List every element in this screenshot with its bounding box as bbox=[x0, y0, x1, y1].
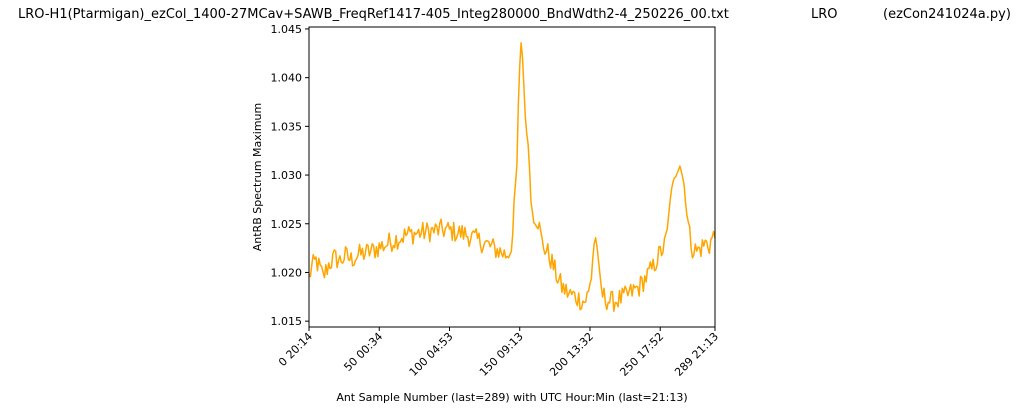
x-tick-label: 289 21:13 bbox=[672, 330, 721, 379]
x-tick-label: 0 20:14 bbox=[276, 330, 315, 369]
x-tick-label: 100 04:53 bbox=[407, 330, 456, 379]
y-axis: 1.015 1.020 1.025 1.030 1.035 1.040 1.045 bbox=[271, 23, 309, 328]
x-tick-label: 200 13:32 bbox=[547, 330, 596, 379]
x-tick-label: 250 17:52 bbox=[617, 330, 666, 379]
x-tick-label: 50 00:34 bbox=[341, 330, 385, 374]
y-tick-label: 1.045 bbox=[271, 23, 303, 36]
chart-title-right: (ezCon241024a.py) bbox=[883, 7, 1011, 22]
chart-title: LRO-H1(Ptarmigan)_ezCol_1400-27MCav+SAWB… bbox=[18, 7, 729, 22]
y-tick-label: 1.035 bbox=[271, 120, 303, 133]
x-axis: 0 20:14 50 00:34 100 04:53 150 09:13 200 13:… bbox=[276, 327, 721, 379]
y-tick-label: 1.015 bbox=[271, 315, 303, 328]
plot-frame bbox=[308, 26, 716, 328]
x-tick-label: 150 09:13 bbox=[477, 330, 526, 379]
y-tick-label: 1.030 bbox=[271, 169, 303, 182]
y-tick-label: 1.040 bbox=[271, 72, 303, 85]
series-line bbox=[308, 42, 716, 312]
y-tick-label: 1.025 bbox=[271, 218, 303, 231]
x-axis-label: Ant Sample Number (last=289) with UTC Ho… bbox=[336, 391, 687, 404]
y-tick-label: 1.020 bbox=[271, 266, 303, 279]
chart-title-mid: LRO bbox=[811, 7, 838, 22]
data-series bbox=[308, 42, 716, 312]
y-axis-label: AntRB Spectrum Maximum bbox=[251, 103, 264, 252]
